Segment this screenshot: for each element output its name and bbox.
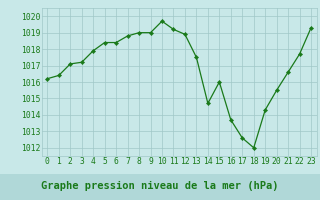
Text: Graphe pression niveau de la mer (hPa): Graphe pression niveau de la mer (hPa)	[41, 181, 279, 191]
